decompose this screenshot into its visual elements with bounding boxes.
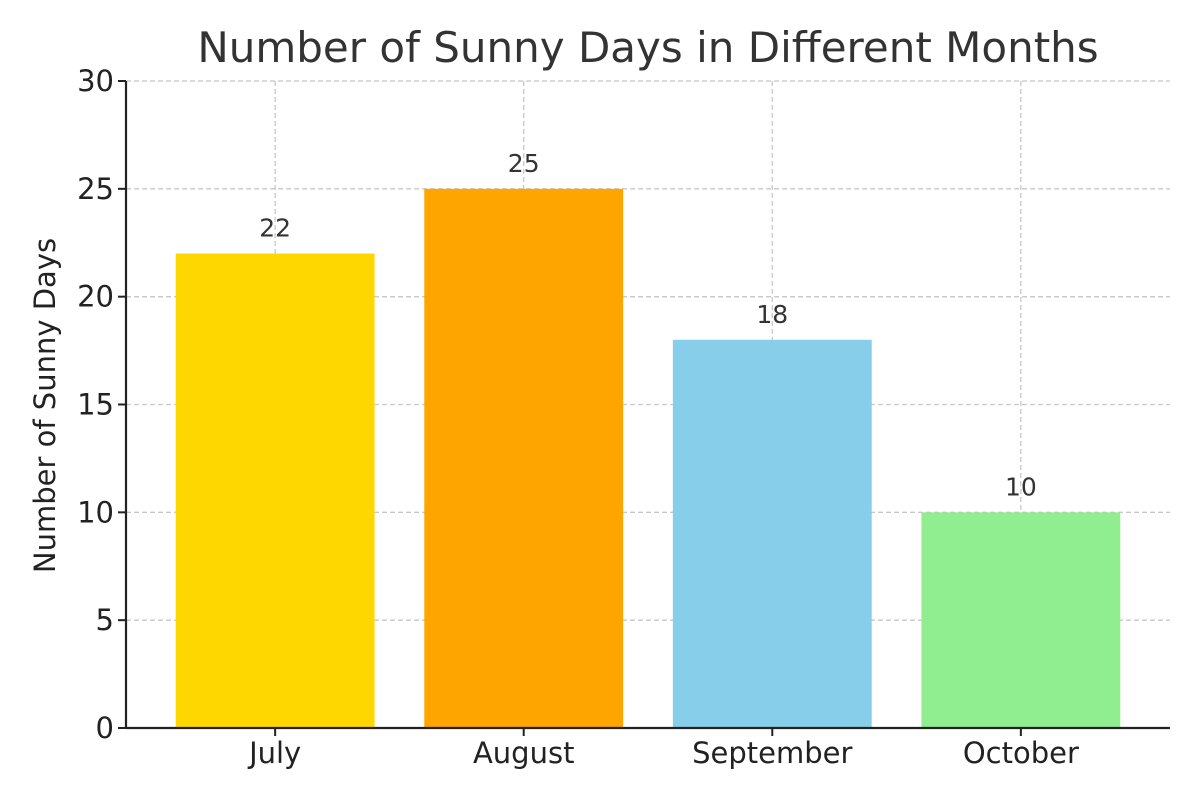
x-tick-label: October: [963, 736, 1079, 770]
data-label: 22: [259, 214, 291, 243]
x-tick-label: September: [692, 736, 852, 770]
bar-july: [175, 253, 375, 729]
data-labels: 22 25 18 10: [259, 149, 1037, 502]
y-tick-label: 0: [96, 711, 114, 745]
y-tick-label: 15: [77, 388, 114, 422]
data-label: 18: [756, 300, 788, 329]
x-tick-label: July: [247, 736, 301, 770]
y-tick-label: 20: [77, 280, 114, 314]
chart-title: Number of Sunny Days in Different Months: [197, 23, 1098, 72]
data-label: 10: [1005, 472, 1037, 501]
x-ticks: July August September October: [247, 728, 1079, 770]
y-tick-label: 5: [96, 603, 114, 637]
y-tick-label: 30: [77, 64, 114, 98]
bar-august: [424, 188, 624, 729]
bar-october: [921, 512, 1121, 728]
data-label: 25: [508, 149, 540, 178]
y-tick-label: 25: [77, 172, 114, 206]
x-tick-label: August: [473, 736, 575, 770]
y-tick-label: 10: [77, 495, 114, 529]
bar-september: [672, 339, 872, 728]
y-ticks: 0 5 10 15 20 25 30: [77, 64, 126, 745]
y-axis-title: Number of Sunny Days: [28, 238, 62, 573]
bars: [175, 188, 1121, 729]
